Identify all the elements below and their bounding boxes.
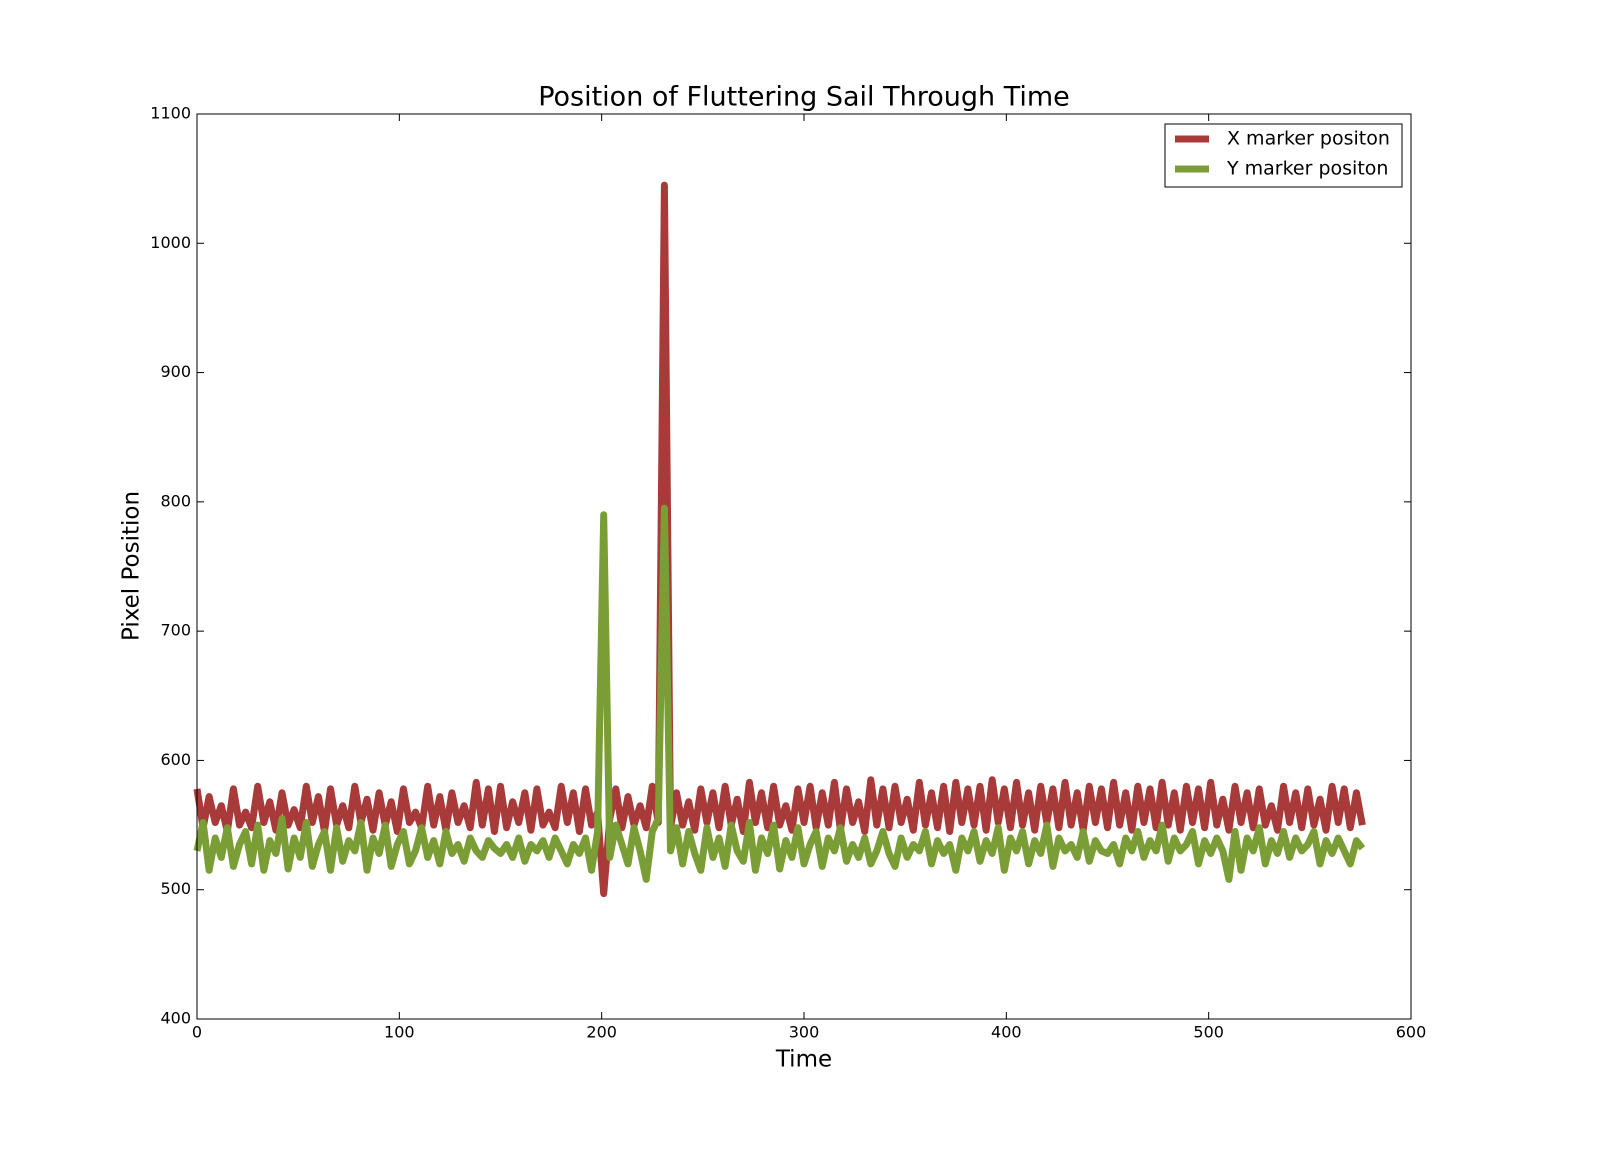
chart-title: Position of Fluttering Sail Through Time [538,82,1070,113]
y-tick-label: 700 [160,621,191,640]
x-tick-label: 400 [991,1023,1022,1042]
x-tick-label: 100 [384,1023,415,1042]
legend-label: X marker positon [1227,128,1390,150]
y-tick-label: 400 [160,1009,191,1028]
data-line [193,181,1366,898]
x-tick-label: 600 [1396,1023,1427,1042]
legend-label: Y marker positon [1226,158,1388,180]
x-tick-label: 500 [1193,1023,1224,1042]
legend-box [1164,123,1403,188]
x-tick-label: 300 [789,1023,820,1042]
y-tick-label: 500 [160,879,191,898]
data-line [193,504,1366,883]
y-tick-label: 800 [160,491,191,510]
y-tick-label: 600 [160,750,191,769]
x-tick-label: 200 [586,1023,617,1042]
y-axis-label: Pixel Position [119,491,145,641]
y-tick-label: 900 [160,362,191,381]
y-tick-label: 1000 [150,233,191,252]
y-tick-label: 1100 [150,104,191,123]
x-tick-label: 0 [192,1023,202,1042]
x-axis-label: Time [775,1047,832,1073]
